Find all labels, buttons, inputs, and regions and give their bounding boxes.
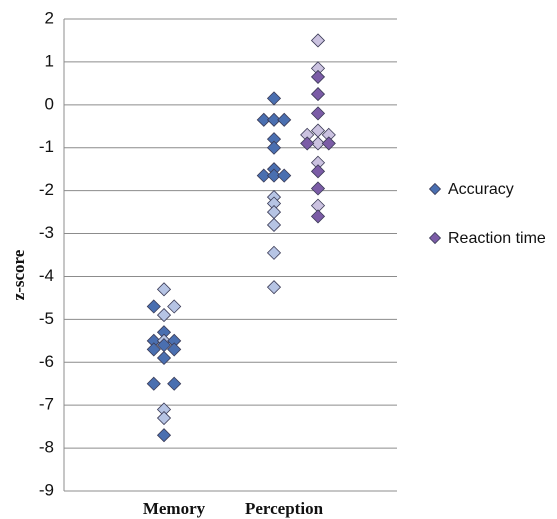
data-point-reaction-time bbox=[321, 136, 336, 151]
y-tick-label: -7 bbox=[39, 395, 54, 414]
data-point-accuracy bbox=[156, 410, 172, 426]
data-point-reaction-time bbox=[310, 69, 326, 84]
data-point-reaction-time bbox=[310, 136, 326, 151]
data-point-accuracy bbox=[277, 168, 292, 183]
legend-label: Accuracy bbox=[448, 181, 514, 198]
data-point-accuracy bbox=[266, 168, 282, 183]
data-point-accuracy bbox=[156, 308, 172, 323]
data-point-reaction-time bbox=[310, 209, 326, 224]
data-point-reaction-time bbox=[310, 33, 326, 48]
y-tick-label: -4 bbox=[39, 266, 54, 285]
category-labels: Memory Perception bbox=[143, 499, 324, 518]
data-point-accuracy bbox=[156, 350, 172, 366]
y-tick-label: -5 bbox=[39, 309, 54, 328]
data-point-accuracy bbox=[266, 205, 282, 220]
data-points bbox=[146, 33, 336, 443]
data-point-accuracy bbox=[156, 428, 172, 443]
data-point-accuracy bbox=[167, 299, 182, 314]
y-axis-title: z-score bbox=[9, 249, 28, 300]
y-tick-label: -3 bbox=[39, 223, 54, 242]
data-point-accuracy bbox=[266, 217, 282, 233]
data-point-accuracy bbox=[146, 342, 161, 357]
data-point-accuracy bbox=[146, 376, 161, 391]
data-point-reaction-time bbox=[300, 136, 315, 151]
y-tick-label: -2 bbox=[39, 180, 54, 199]
y-tick-label: 0 bbox=[45, 94, 54, 113]
y-tick-labels: 2 1 0 -1 -2 -3 -4 -5 -6 -7 -8 -9 bbox=[39, 8, 54, 499]
y-tick-label: -1 bbox=[39, 137, 54, 156]
data-point-accuracy bbox=[266, 91, 282, 106]
data-point-reaction-time bbox=[310, 106, 326, 121]
legend-marker bbox=[428, 231, 442, 245]
y-tick-label: 1 bbox=[45, 51, 54, 70]
data-point-accuracy bbox=[146, 299, 161, 314]
y-tick-label: -8 bbox=[39, 438, 54, 457]
data-point-reaction-time bbox=[310, 87, 326, 102]
legend-label: Reaction time bbox=[448, 230, 546, 247]
y-tick-label: 2 bbox=[45, 8, 54, 27]
data-point-accuracy bbox=[167, 342, 182, 357]
data-point-accuracy bbox=[277, 112, 292, 127]
y-tick-label: -6 bbox=[39, 352, 54, 371]
data-point-accuracy bbox=[266, 140, 282, 155]
data-point-accuracy bbox=[256, 168, 271, 183]
y-tick-label: -9 bbox=[39, 480, 54, 499]
data-point-accuracy bbox=[266, 245, 282, 260]
data-point-accuracy bbox=[266, 280, 282, 295]
gridlines bbox=[64, 18, 397, 449]
data-point-accuracy bbox=[266, 112, 282, 127]
data-point-accuracy bbox=[156, 282, 172, 297]
data-point-accuracy bbox=[167, 376, 182, 391]
data-point-reaction-time bbox=[310, 164, 326, 179]
data-point-accuracy bbox=[256, 112, 271, 127]
legend: Accuracy Reaction time bbox=[428, 181, 546, 247]
legend-marker bbox=[428, 182, 442, 196]
data-point-reaction-time bbox=[310, 181, 326, 196]
x-category-label: Perception bbox=[245, 499, 324, 518]
x-category-label: Memory bbox=[143, 499, 206, 518]
axes bbox=[63, 19, 397, 492]
